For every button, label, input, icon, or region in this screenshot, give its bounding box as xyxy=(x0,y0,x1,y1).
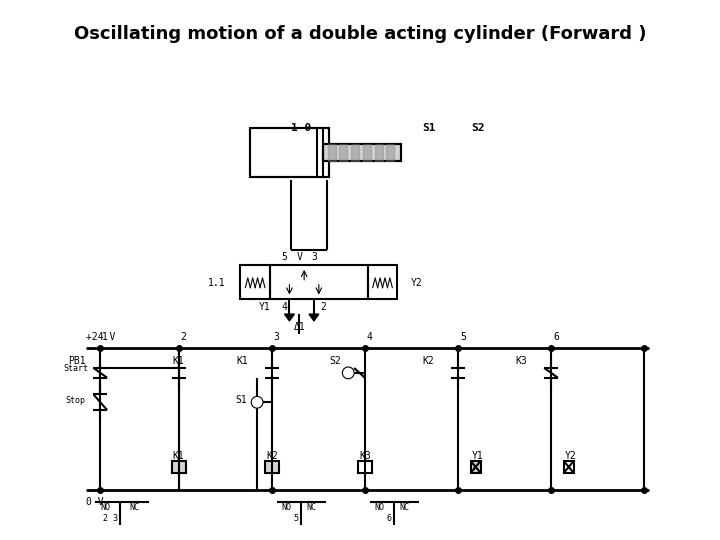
Text: 2: 2 xyxy=(321,302,327,312)
Polygon shape xyxy=(284,314,294,321)
Text: S1: S1 xyxy=(422,123,436,133)
Text: Oscillating motion of a double acting cylinder (Forward ): Oscillating motion of a double acting cy… xyxy=(73,25,647,43)
Text: Y2: Y2 xyxy=(564,451,577,461)
Polygon shape xyxy=(374,144,382,161)
Text: 1.1: 1.1 xyxy=(208,278,226,288)
Polygon shape xyxy=(328,144,336,161)
Text: NC: NC xyxy=(399,503,409,511)
Text: 3: 3 xyxy=(311,252,317,262)
Text: K1: K1 xyxy=(237,356,248,366)
Bar xyxy=(270,265,368,299)
Text: S2: S2 xyxy=(330,356,341,366)
Text: K1: K1 xyxy=(173,451,184,461)
Text: S2: S2 xyxy=(471,123,485,133)
Text: 5: 5 xyxy=(460,332,466,342)
Text: Y1: Y1 xyxy=(472,451,483,461)
Text: 5: 5 xyxy=(282,252,287,262)
Polygon shape xyxy=(363,144,371,161)
Text: V: V xyxy=(297,252,302,262)
Bar xyxy=(251,128,328,177)
Polygon shape xyxy=(309,314,319,321)
Polygon shape xyxy=(351,144,359,161)
Text: Y1: Y1 xyxy=(259,302,271,312)
Text: 0 V: 0 V xyxy=(86,497,103,507)
Text: K3: K3 xyxy=(359,451,371,461)
Bar xyxy=(323,144,401,161)
Text: 3: 3 xyxy=(274,332,279,342)
Polygon shape xyxy=(339,144,347,161)
Text: Y2: Y2 xyxy=(411,278,423,288)
Text: NO: NO xyxy=(374,503,384,511)
Text: NC: NC xyxy=(130,503,140,511)
Text: NC: NC xyxy=(306,503,316,511)
Bar xyxy=(251,128,328,177)
Text: K2: K2 xyxy=(266,451,278,461)
Bar xyxy=(172,461,186,473)
Text: Stop: Stop xyxy=(66,396,86,405)
Text: PB1: PB1 xyxy=(68,356,86,366)
Bar xyxy=(265,461,279,473)
Text: 1 0: 1 0 xyxy=(291,123,311,133)
Text: 6: 6 xyxy=(553,332,559,342)
Text: 4: 4 xyxy=(282,302,287,312)
Text: K1: K1 xyxy=(173,356,184,366)
Text: +24 V: +24 V xyxy=(86,332,115,342)
Bar xyxy=(358,461,372,473)
Text: NO: NO xyxy=(100,503,110,511)
Text: 2 3: 2 3 xyxy=(103,515,117,523)
Bar xyxy=(240,265,270,299)
Bar xyxy=(323,144,401,161)
Text: Start: Start xyxy=(63,364,89,374)
Text: 2: 2 xyxy=(181,332,186,342)
Bar xyxy=(368,265,397,299)
Text: Δ1: Δ1 xyxy=(293,322,305,332)
Text: 1: 1 xyxy=(102,332,108,342)
Text: NO: NO xyxy=(282,503,292,511)
Polygon shape xyxy=(387,144,395,161)
Bar xyxy=(564,461,574,473)
Bar xyxy=(471,461,480,473)
Text: K3: K3 xyxy=(516,356,528,366)
Text: 4: 4 xyxy=(367,332,373,342)
Text: S1: S1 xyxy=(235,395,247,406)
Text: 5: 5 xyxy=(294,515,299,523)
Text: 6: 6 xyxy=(387,515,392,523)
Text: K2: K2 xyxy=(423,356,434,366)
